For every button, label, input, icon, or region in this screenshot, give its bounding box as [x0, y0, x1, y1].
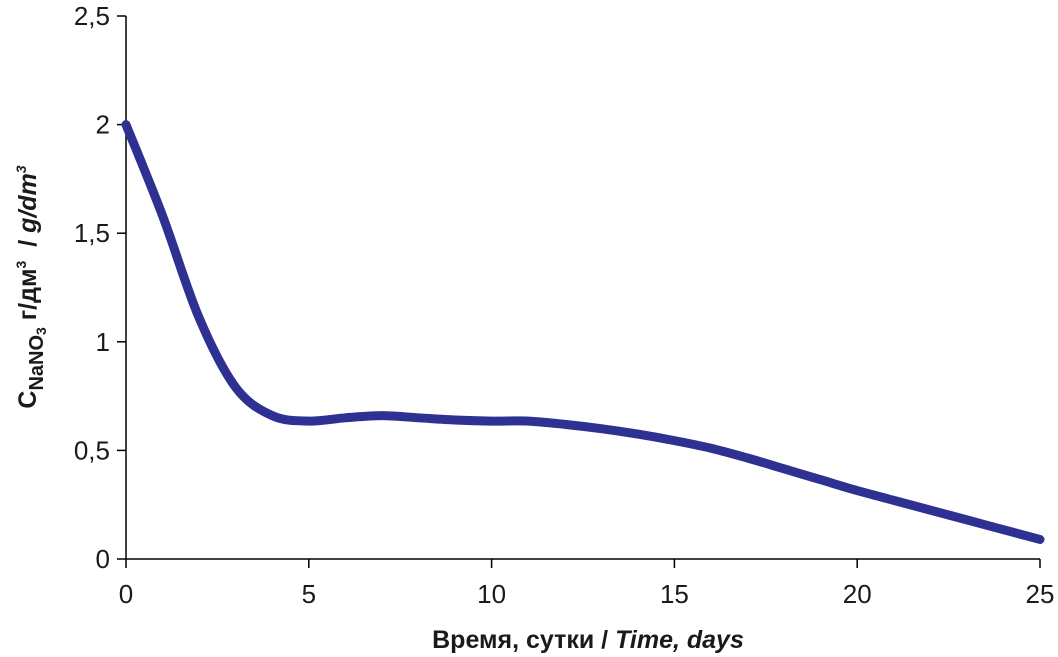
y-axis-title-compound: NaNO	[26, 335, 48, 391]
y-tick-label: 2	[96, 110, 110, 140]
x-tick-label: 0	[119, 579, 133, 609]
series-layer	[121, 120, 1045, 544]
y-axis-title-unit-en: g/dm	[14, 173, 42, 234]
y-axis-title: CNaNO3 г/дм3 / g/dm3	[13, 165, 49, 408]
y-axis-title-subscript: 3	[33, 327, 49, 335]
y-axis-title-unit-ru-sup: 3	[13, 261, 29, 269]
y-tick-label: 0,5	[74, 435, 110, 465]
axes	[125, 16, 1040, 560]
x-tick-label: 20	[843, 579, 872, 609]
y-tick-label: 0	[96, 544, 110, 574]
y-tick-label: 1,5	[74, 218, 110, 248]
y-tick-label: 2,5	[74, 1, 110, 31]
x-tick-label: 25	[1026, 579, 1055, 609]
x-axis-title: Время, сутки / Time, days	[432, 626, 744, 654]
series-line	[121, 120, 1045, 544]
y-axis-title-unit-ru: г/дм	[14, 269, 42, 328]
y-ticks: 0 0,5 1 1,5 2 2,5	[74, 1, 126, 574]
x-tick-label: 5	[302, 579, 316, 609]
y-axis-title-separator: /	[14, 233, 42, 261]
y-axis-title-prefix: C	[14, 391, 42, 409]
x-axis-title-italic: Time, days	[615, 626, 744, 654]
x-axis-title-main: Время, сутки /	[432, 626, 615, 654]
y-axis-title-unit-en-sup: 3	[13, 165, 29, 173]
x-tick-label: 10	[477, 579, 506, 609]
x-tick-label: 15	[660, 579, 689, 609]
y-tick-label: 1	[96, 327, 110, 357]
x-ticks: 0 5 10 15 20 25	[119, 559, 1055, 609]
